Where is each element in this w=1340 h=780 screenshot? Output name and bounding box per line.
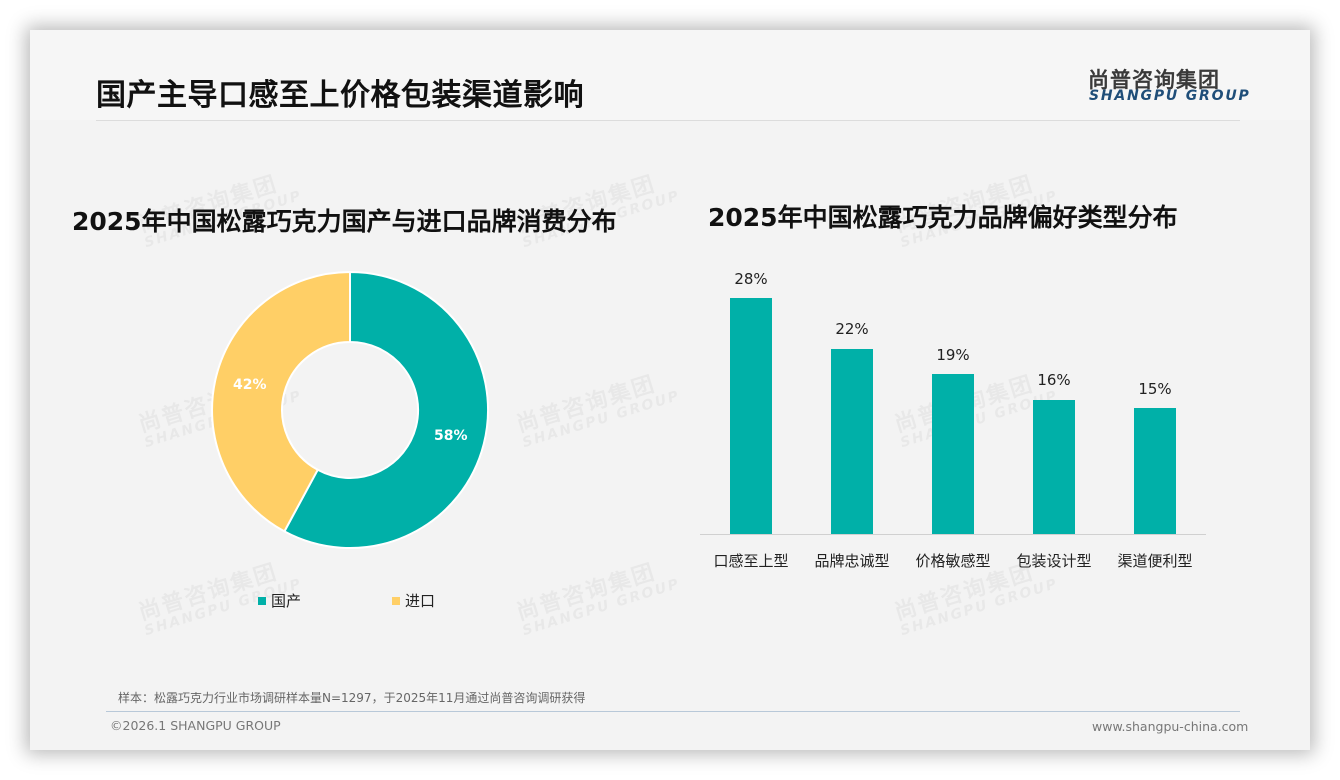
bar-value-label: 15% <box>1138 380 1172 398</box>
legend-label: 国产 <box>271 592 302 610</box>
bar-category-label: 价格敏感型 <box>915 552 991 570</box>
donut-label-import: 42% <box>233 377 267 393</box>
legend-item-domestic: 国产 <box>258 590 301 611</box>
sample-note: 样本：松露巧克力行业市场调研样本量N=1297，于2025年11月通过尚普咨询调… <box>118 691 586 705</box>
donut-label-domestic: 58% <box>434 428 468 444</box>
bar-brand-loyal <box>831 349 873 534</box>
bar-category-label: 口感至上型 <box>713 552 789 570</box>
donut-slice-import <box>211 270 351 533</box>
bar-price-sensitive <box>932 374 974 534</box>
header-divider <box>96 120 1240 121</box>
bar-chart-title: 2025年中国松露巧克力品牌偏好类型分布 <box>708 203 1178 232</box>
copyright: ©2026.1 SHANGPU GROUP <box>110 718 281 733</box>
logo-text-cn: 尚普咨询集团 <box>1088 68 1220 92</box>
header-band <box>30 30 1310 120</box>
donut-chart-title: 2025年中国松露巧克力国产与进口品牌消费分布 <box>72 207 617 236</box>
legend-label: 进口 <box>405 592 436 610</box>
bar-chart-x-axis <box>700 534 1206 535</box>
bar-value-label: 28% <box>734 270 768 288</box>
bar-value-label: 19% <box>936 346 970 364</box>
footer-divider <box>106 711 1240 712</box>
page-title: 国产主导口感至上价格包装渠道影响 <box>96 78 584 113</box>
bar-category-label: 包装设计型 <box>1016 552 1092 570</box>
legend-item-import: 进口 <box>392 590 435 611</box>
legend-swatch-teal <box>258 596 266 605</box>
bar-value-label: 22% <box>835 320 869 338</box>
legend-swatch-yellow <box>392 596 400 605</box>
bar-category-label: 渠道便利型 <box>1117 552 1193 570</box>
bar-channel-convenience <box>1134 408 1176 534</box>
donut-chart <box>211 270 489 549</box>
logo-text-en: SHANGPU GROUP <box>1089 88 1251 104</box>
bar-category-label: 品牌忠诚型 <box>814 552 890 570</box>
bar-value-label: 16% <box>1037 371 1071 389</box>
bar-taste-first <box>730 298 772 534</box>
donut-slice-domestic <box>283 270 489 549</box>
website-url: www.shangpu-china.com <box>1092 719 1249 734</box>
bar-packaging <box>1033 400 1075 534</box>
